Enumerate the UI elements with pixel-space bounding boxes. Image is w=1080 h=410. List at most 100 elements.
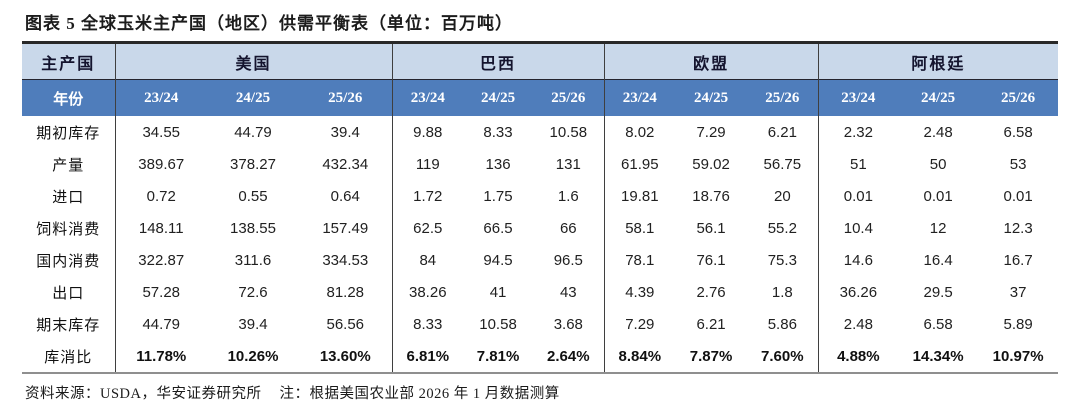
year-header: 23/24 xyxy=(817,79,899,116)
year-header: 24/25 xyxy=(463,79,534,116)
data-cell: 8.02 xyxy=(603,116,676,148)
data-cell: 12.3 xyxy=(1003,219,1033,237)
data-cell: 81.28 xyxy=(326,283,365,301)
data-cell: 4.88% xyxy=(817,340,899,373)
data-cell: 0.64 xyxy=(330,187,360,205)
year-header: 24/25 xyxy=(675,79,748,116)
data-cell: 41 xyxy=(489,283,507,301)
data-cell: 96.5 xyxy=(553,251,583,269)
data-cell: 39.4 xyxy=(238,315,268,333)
data-cell: 12 xyxy=(929,219,947,237)
row-label: 期末库存 xyxy=(36,317,101,334)
figure-title: 图表 5 全球玉米主产国（地区）供需平衡表（单位：百万吨） xyxy=(25,14,513,33)
year-header: 24/25 xyxy=(898,79,979,116)
data-cell: 2.32 xyxy=(817,116,899,148)
table-row-ending-stocks: 期末库存 44.79 39.4 56.56 8.33 10.58 3.68 7.… xyxy=(22,308,1058,340)
data-cell: 44.79 xyxy=(114,308,207,340)
data-cell: 56.1 xyxy=(696,219,726,237)
data-cell: 57.28 xyxy=(114,276,207,308)
data-cell: 378.27 xyxy=(230,155,276,173)
year-header: 25/26 xyxy=(299,79,393,116)
table-row-exports: 出口 57.28 72.6 81.28 38.26 41 43 4.39 2.7… xyxy=(22,276,1058,308)
data-cell: 8.33 xyxy=(483,123,513,141)
data-cell: 2.64% xyxy=(547,347,590,365)
year-header: 23/24 xyxy=(603,79,676,116)
row-label: 期初库存 xyxy=(36,125,101,142)
data-cell: 14.34% xyxy=(912,347,964,365)
row-label: 产量 xyxy=(52,157,85,174)
data-cell: 311.6 xyxy=(234,251,272,269)
data-cell: 334.53 xyxy=(322,251,369,269)
data-cell: 13.60% xyxy=(319,347,371,365)
data-cell: 119 xyxy=(391,148,464,180)
figure-container: 图表 5 全球玉米主产国（地区）供需平衡表（单位：百万吨） 主产国 美国 巴西 … xyxy=(0,9,1080,410)
data-cell: 5.89 xyxy=(1003,315,1033,333)
data-cell: 2.48 xyxy=(923,123,953,141)
data-cell: 59.02 xyxy=(692,155,730,173)
data-cell: 131 xyxy=(555,155,581,173)
figure-footer: 资料来源：USDA，华安证券研究所 注：根据美国农业部 2026 年 1 月数据测… xyxy=(25,382,1080,403)
data-cell: 6.58 xyxy=(1003,123,1033,141)
data-cell: 1.75 xyxy=(483,187,513,205)
data-cell: 34.55 xyxy=(114,116,207,148)
data-cell: 1.72 xyxy=(391,180,464,212)
year-header: 23/24 xyxy=(114,79,207,116)
data-cell: 6.21 xyxy=(767,123,797,141)
group-header-argentina: 阿根廷 xyxy=(817,42,1059,80)
data-cell: 72.6 xyxy=(238,283,268,301)
table-row-production: 产量 389.67 378.27 432.34 119 136 131 61.9… xyxy=(22,148,1058,180)
data-cell: 6.21 xyxy=(696,315,726,333)
row-label: 出口 xyxy=(52,285,85,302)
data-cell: 10.97% xyxy=(992,347,1044,365)
data-cell: 5.86 xyxy=(767,315,797,333)
row-label: 进口 xyxy=(52,189,85,206)
data-cell: 0.55 xyxy=(238,187,268,205)
data-cell: 14.6 xyxy=(817,244,899,276)
data-cell: 43 xyxy=(559,283,577,301)
data-cell: 1.8 xyxy=(771,283,793,301)
data-cell: 55.2 xyxy=(767,219,797,237)
row-label: 库消比 xyxy=(44,349,93,366)
data-cell: 2.48 xyxy=(817,308,899,340)
data-cell: 61.95 xyxy=(603,148,676,180)
data-cell: 3.68 xyxy=(553,315,583,333)
year-header: 25/26 xyxy=(533,79,605,116)
group-header-row: 主产国 美国 巴西 欧盟 阿根廷 xyxy=(22,42,1059,80)
data-cell: 0.01 xyxy=(817,180,899,212)
data-cell: 7.81% xyxy=(476,347,520,365)
table-row-beginning-stocks: 期初库存 34.55 44.79 39.4 9.88 8.33 10.58 8.… xyxy=(22,116,1058,148)
data-cell: 18.76 xyxy=(692,187,730,205)
data-cell: 38.26 xyxy=(391,276,464,308)
data-cell: 44.79 xyxy=(234,123,272,141)
group-header-usa: 美国 xyxy=(114,42,393,80)
data-cell: 389.67 xyxy=(114,148,207,180)
data-cell: 78.1 xyxy=(603,244,676,276)
data-cell: 8.84% xyxy=(603,340,676,373)
row-label: 饲料消费 xyxy=(36,221,101,238)
data-cell: 7.29 xyxy=(603,308,676,340)
data-cell: 432.34 xyxy=(322,155,369,173)
corner-header: 主产国 xyxy=(22,42,115,80)
data-cell: 148.11 xyxy=(114,212,207,244)
data-cell: 10.26% xyxy=(227,347,279,365)
row-label: 国内消费 xyxy=(36,253,101,270)
group-header-eu: 欧盟 xyxy=(603,42,819,80)
data-cell: 66 xyxy=(559,219,577,237)
data-cell: 58.1 xyxy=(603,212,676,244)
data-cell: 84 xyxy=(391,244,464,276)
data-cell: 50 xyxy=(929,155,947,173)
calculation-note: 注：根据美国农业部 2026 年 1 月数据测算 xyxy=(279,386,560,402)
data-cell: 4.39 xyxy=(603,276,676,308)
data-cell: 76.1 xyxy=(696,251,726,269)
data-cell: 56.56 xyxy=(326,315,365,333)
data-cell: 20 xyxy=(773,187,791,205)
source-note: 资料来源：USDA，华安证券研究所 xyxy=(25,386,262,402)
data-cell: 11.78% xyxy=(114,340,207,373)
data-cell: 10.58 xyxy=(549,123,588,141)
year-header: 23/24 xyxy=(391,79,464,116)
data-cell: 10.4 xyxy=(817,212,899,244)
data-cell: 7.29 xyxy=(696,123,726,141)
data-cell: 19.81 xyxy=(603,180,676,212)
table-row-imports: 进口 0.72 0.55 0.64 1.72 1.75 1.6 19.81 18… xyxy=(22,180,1058,212)
data-cell: 94.5 xyxy=(483,251,513,269)
